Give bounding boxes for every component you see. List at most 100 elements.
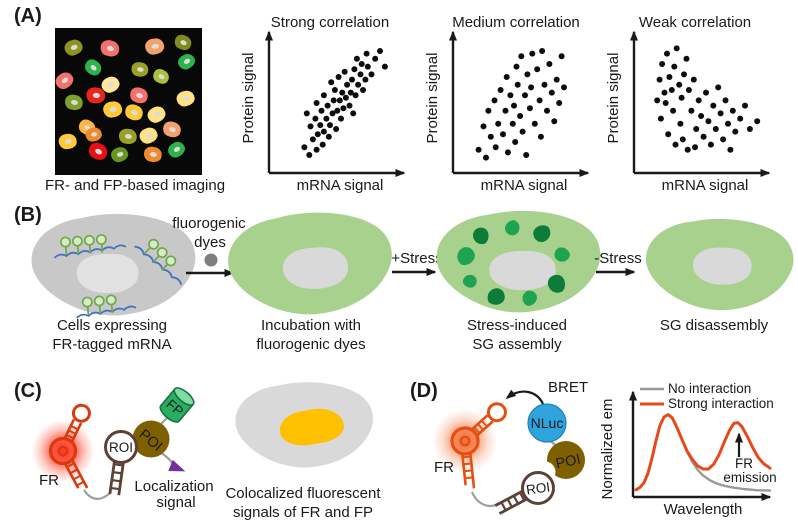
fr-hairpin-glyph [148,238,160,250]
scatter-dot [672,141,679,148]
scatter-dot [693,126,700,132]
scatter-dot [313,100,320,106]
imaged-cell [111,147,129,163]
scatter-dot [475,146,482,153]
scatter-dot [703,89,709,96]
cell-sg-disassembly [644,216,795,313]
scatter-dot [352,92,359,99]
fr-mrna-cluster [53,234,127,259]
step3-caption-line1: Stress-induced [467,317,567,334]
imaged-cell [176,90,195,107]
scatter-dot [492,144,499,151]
scatter-dot [715,84,722,91]
scatter-dot [662,100,669,106]
scatter-dot [324,102,331,109]
scatter-dot [504,149,511,156]
roi-loop [494,471,555,515]
scatter-dot [690,76,697,83]
imaged-cell [145,38,165,55]
scatter-dot [347,89,354,96]
fr-hairpin-glyph [105,294,117,306]
scatter-dot [338,115,344,122]
localization-label-line1: Localization [134,478,213,495]
scatter-dot [681,71,687,78]
scatter-dot [377,48,383,54]
scatter-dot [546,61,553,67]
arrow3-label: -Stress [594,250,642,267]
scatter-dot [320,128,327,135]
scatter-dot [705,118,712,125]
poi-circle [132,420,170,458]
imaged-cell [103,101,123,118]
scatter-dot [325,133,332,140]
scatter-dot [511,102,517,109]
scatter-dot [329,110,336,117]
scatter-dot [679,136,686,143]
scatter-dot [720,136,727,143]
scatter-dot [317,122,324,129]
scatter-dot [727,146,734,153]
fr-hairpin-glyph [165,255,177,267]
scatter-dot [340,105,347,112]
stress-granule [547,274,566,293]
imaged-cell [144,146,162,163]
scatter-dot [677,120,684,127]
stress-granule [473,227,489,245]
bret-label: BRET [548,379,588,396]
panel-d-label: (D) [410,380,438,402]
linker-line [83,489,112,500]
imaged-cell [139,127,158,144]
colocalized-signal-blob [279,408,344,446]
scatter-dot [537,133,544,140]
fr-hairpin [48,403,91,489]
scatter-dot [480,123,487,130]
scatter-dot [346,102,353,109]
roi-label: ROI [109,440,133,455]
arrow1-label-line2: dyes [194,234,226,251]
scatter-dot [330,97,337,104]
imaged-cell [125,104,143,121]
scatter-dot [303,110,310,117]
scatter-dot [654,97,661,104]
scatter-dot [312,115,319,122]
scatter-dot [536,97,543,104]
scatter-dot [659,61,666,67]
legend-label-strong-interaction: Strong interaction [668,396,774,411]
scatter-dot [519,128,526,135]
scatter-dot [336,97,343,104]
linker-line [470,491,500,507]
fr-hairpin-glyph [93,295,105,307]
legend-label-no-interaction: No interaction [668,381,751,396]
scatter-dot [328,79,335,86]
x-axis-label: mRNA signal [481,177,568,194]
imaged-cell [65,94,83,111]
scatter-dot [526,105,533,112]
scatter-dot [700,133,707,140]
imaged-cell [131,62,149,77]
chart-title: Medium correlation [452,14,580,31]
x-axis-label: mRNA signal [297,177,384,194]
mrna-strand [134,245,183,286]
scatter-dot [319,141,326,148]
localization-signal-triangle [168,459,186,472]
step1-caption-line1: Cells expressing [57,317,167,334]
imaged-cell [100,40,120,57]
nluc-label: NLuc [531,415,564,431]
scatter-dot [512,139,519,145]
stress-granule [487,288,505,305]
panel-c-caption-line2: signals of FR and FP [233,504,373,521]
scatter-dot [692,144,698,151]
fr-hairpin-glyph [81,296,93,308]
fr-hairpin-glyph [83,234,95,246]
panel-a-label: (A) [14,5,42,27]
fr-hairpin-glyph [59,236,71,248]
scatter-dot [309,136,316,143]
spectrum-chart: Normalized em Wavelength No interaction … [599,381,777,518]
imaged-cell [178,53,196,70]
chart-title: Strong correlation [271,14,389,31]
y-axis-label: Protein signal [605,53,622,144]
imaged-cell [118,128,137,144]
imaged-cell [153,69,169,84]
fr-emission-label-line1: FR [735,456,753,471]
fr-hairpin-glyph [156,247,168,259]
